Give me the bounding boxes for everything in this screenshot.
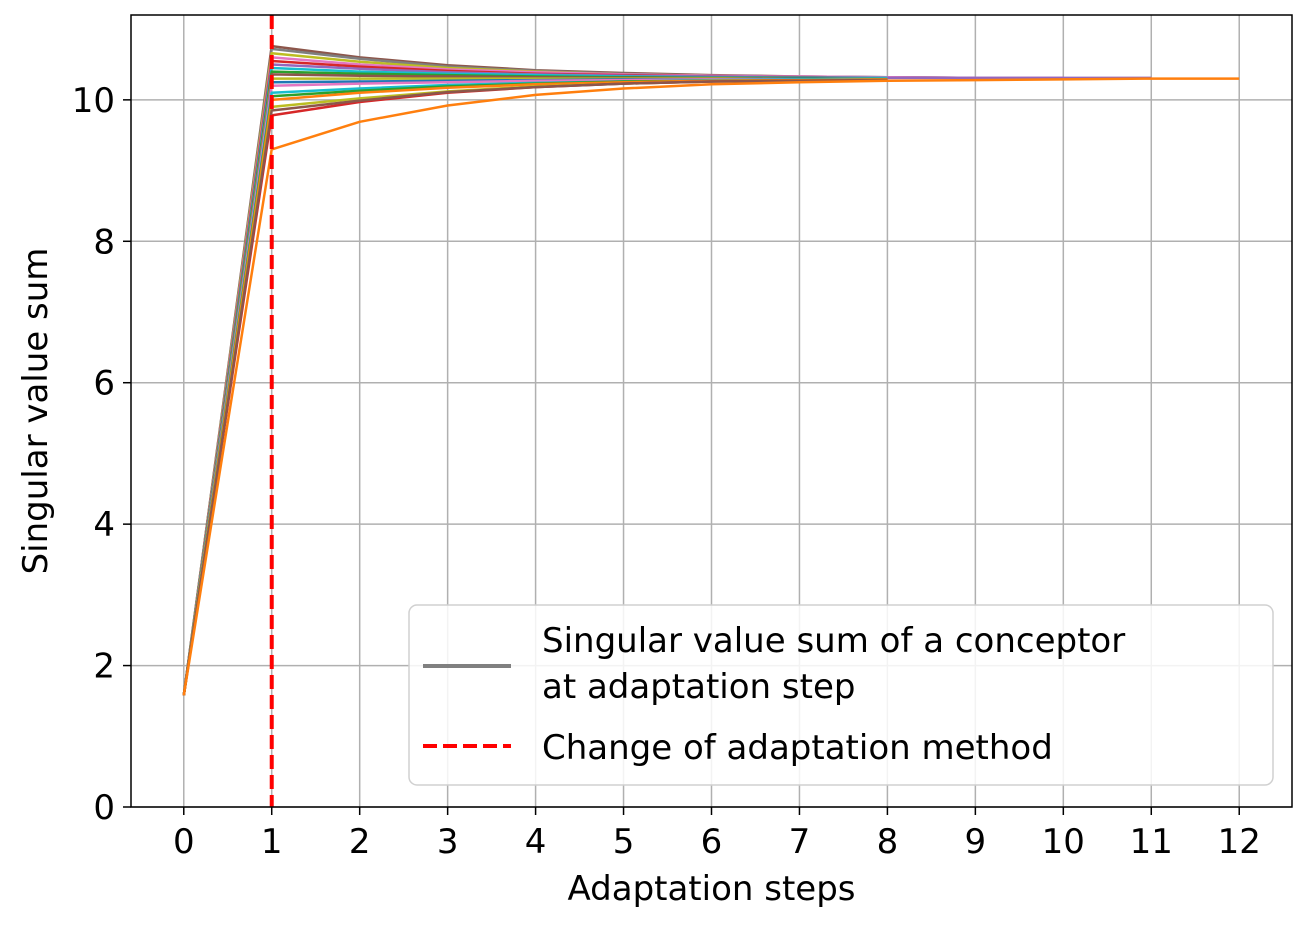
legend-label: Singular value sum of a conceptor [542,621,1125,661]
y-tick-label: 0 [93,788,115,828]
legend-label: Change of adaptation method [542,728,1053,768]
x-tick-label: 0 [173,822,195,862]
x-tick-label: 10 [1042,822,1085,862]
x-tick-label: 7 [789,822,811,862]
legend-box [408,604,1274,786]
x-axis-label: Adaptation steps [567,869,855,909]
x-tick-label: 6 [701,822,723,862]
y-tick-label: 2 [93,647,115,687]
y-axis-label: Singular value sum [16,248,56,575]
x-tick-label: 3 [437,822,459,862]
x-tick-label: 8 [877,822,899,862]
legend-label: at adaptation step [542,667,855,707]
y-tick-label: 4 [93,505,115,545]
x-tick-label: 9 [965,822,987,862]
x-tick-label: 5 [613,822,635,862]
series-line [182,78,888,696]
x-tick-label: 4 [525,822,547,862]
y-tick-label: 6 [93,364,115,404]
series-line [182,77,1240,696]
y-tick-label: 8 [93,222,115,262]
legend: Singular value sum of a conceptor at adap… [408,604,1274,786]
x-tick-label: 1 [261,822,283,862]
x-tick-label: 11 [1130,822,1173,862]
y-tick-label: 10 [72,81,115,121]
x-tick-label: 2 [349,822,371,862]
series-layer [182,44,1240,696]
x-tick-label: 12 [1218,822,1261,862]
